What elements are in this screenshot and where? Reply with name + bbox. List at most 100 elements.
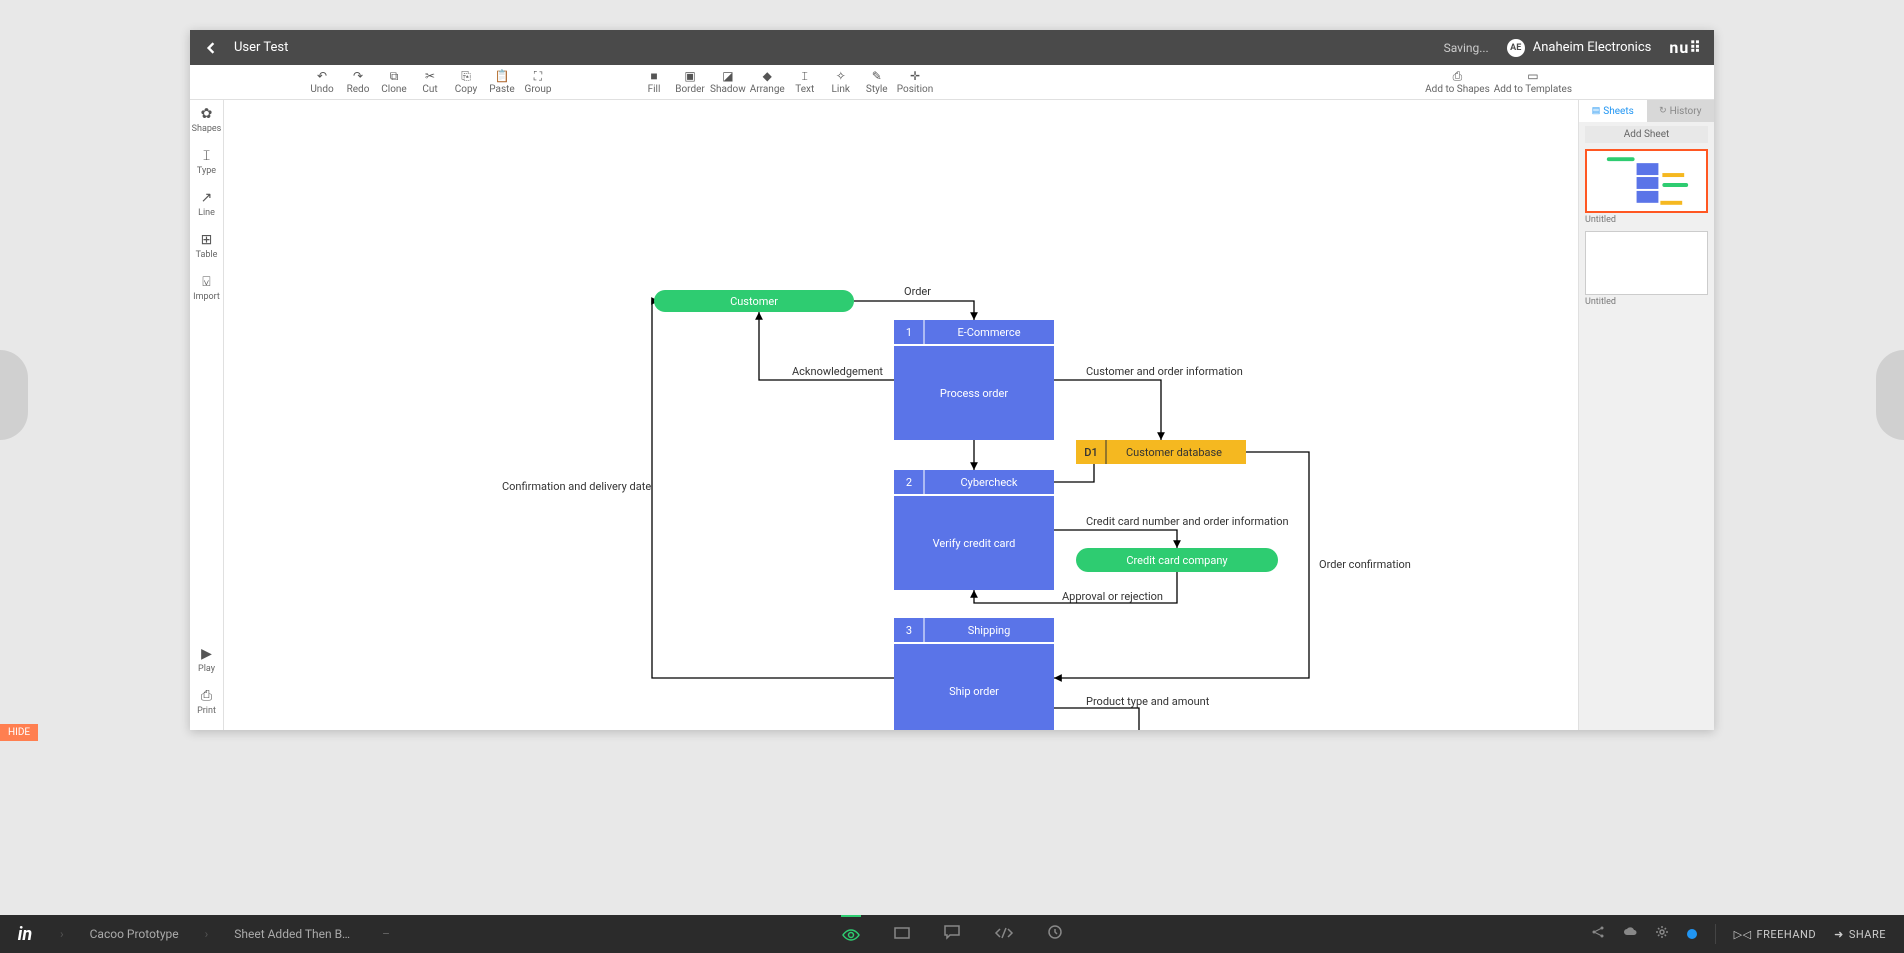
- arrange-button[interactable]: ◆Arrange: [748, 69, 787, 95]
- sheet-thumbnail-1[interactable]: [1585, 149, 1708, 213]
- fill-icon: ■: [650, 69, 657, 83]
- thumbnail-preview-icon: [1587, 151, 1706, 211]
- cut-icon: ✂: [425, 69, 435, 83]
- sidebar-line[interactable]: ↗Line: [190, 190, 223, 218]
- share-link-button[interactable]: [1591, 925, 1605, 943]
- edge-label: Credit card number and order information: [1086, 515, 1289, 528]
- invision-mode-switcher: [841, 915, 1063, 953]
- svg-text:E-Commerce: E-Commerce: [957, 326, 1020, 339]
- edge-label: Order confirmation: [1319, 558, 1411, 571]
- breadcrumb-screen[interactable]: Sheet Added Then B…: [218, 927, 366, 941]
- cut-button[interactable]: ✂Cut: [412, 69, 448, 95]
- sheet-1-label: Untitled: [1585, 215, 1708, 225]
- sidebar-type[interactable]: 𝙸Type: [190, 148, 223, 176]
- presence-indicator[interactable]: [1687, 929, 1697, 939]
- sidebar-print[interactable]: ⎙Print: [190, 688, 223, 716]
- sheets-icon: ▤: [1592, 106, 1601, 116]
- share-button[interactable]: ➜SHARE: [1834, 928, 1886, 941]
- freehand-button[interactable]: ▷◁FREEHAND: [1734, 928, 1816, 941]
- comment-mode-button[interactable]: [943, 924, 961, 944]
- sidebar-import[interactable]: ⍌Import: [190, 274, 223, 302]
- invision-bottom-bar: in › Cacoo Prototype › Sheet Added Then …: [0, 915, 1904, 953]
- svg-text:2: 2: [906, 476, 912, 489]
- copy-icon: ⎘: [461, 69, 471, 83]
- history-icon: ↻: [1659, 106, 1667, 116]
- arrange-icon: ◆: [763, 69, 772, 83]
- clone-button[interactable]: ⧉Clone: [376, 69, 412, 95]
- share-nodes-icon: [1591, 925, 1605, 939]
- fill-button[interactable]: ■Fill: [636, 69, 672, 95]
- invision-right-actions: ▷◁FREEHAND ➜SHARE: [1591, 924, 1904, 944]
- border-icon: ▣: [684, 69, 695, 83]
- node-datastore-d1[interactable]: D1 Customer database: [1076, 440, 1246, 464]
- add-to-shapes-button[interactable]: ⎙Add to Shapes: [1423, 69, 1492, 95]
- type-icon: 𝙸: [202, 148, 212, 164]
- link-icon: ✧: [836, 69, 846, 83]
- sheet-2-label: Untitled: [1585, 297, 1708, 307]
- shapes-icon: ✿: [201, 106, 213, 122]
- document-title: User Test: [234, 40, 288, 55]
- tab-history[interactable]: ↻History: [1647, 100, 1715, 122]
- org-avatar-icon: AE: [1507, 39, 1525, 57]
- sidebar-table[interactable]: ⊞Table: [190, 232, 223, 260]
- import-icon: ⍌: [202, 274, 210, 290]
- sheet-thumbnail-2[interactable]: [1585, 231, 1708, 295]
- app-logo: nu⠿: [1669, 38, 1702, 57]
- camera-icon: ⎙: [1453, 69, 1463, 83]
- undo-button[interactable]: ↶Undo: [304, 69, 340, 95]
- border-button[interactable]: ▣Border: [672, 69, 708, 95]
- inspect-mode-button[interactable]: [993, 925, 1015, 944]
- text-button[interactable]: 𝙸Text: [787, 69, 823, 95]
- shadow-button[interactable]: ◪Shadow: [708, 69, 748, 95]
- node-process-2[interactable]: 2 Cybercheck Verify credit card: [894, 470, 1054, 590]
- svg-text:Shipping: Shipping: [968, 624, 1011, 637]
- settings-button[interactable]: [1655, 925, 1669, 943]
- gear-icon: [1655, 925, 1669, 939]
- line-icon: ↗: [201, 190, 213, 206]
- arrow-right-icon: ➜: [1834, 928, 1844, 941]
- download-button[interactable]: [1623, 925, 1637, 943]
- paste-icon: 📋: [495, 69, 510, 83]
- svg-text:Customer database: Customer database: [1126, 446, 1222, 459]
- tab-sheets[interactable]: ▤Sheets: [1579, 100, 1647, 122]
- right-panel-tabs: ▤Sheets ↻History: [1579, 100, 1714, 122]
- breadcrumb-project[interactable]: Cacoo Prototype: [74, 927, 195, 941]
- frame-nub-right[interactable]: [1876, 350, 1904, 440]
- link-button[interactable]: ✧Link: [823, 69, 859, 95]
- edge-label: Customer and order information: [1086, 365, 1243, 378]
- group-icon: ⛶: [534, 69, 542, 83]
- group-button[interactable]: ⛶Group: [520, 69, 556, 95]
- add-sheet-button[interactable]: Add Sheet: [1585, 126, 1708, 143]
- svg-text:Credit card company: Credit card company: [1126, 554, 1228, 567]
- style-button[interactable]: ✎Style: [859, 69, 895, 95]
- edge-label: Confirmation and delivery date: [502, 480, 651, 493]
- diagram-app-window: User Test Saving... AE Anaheim Electroni…: [190, 30, 1714, 730]
- svg-text:3: 3: [906, 624, 912, 637]
- history-mode-button[interactable]: [1047, 924, 1063, 944]
- node-process-1[interactable]: 1 E-Commerce Process order: [894, 320, 1054, 440]
- edge-label: Approval or rejection: [1062, 590, 1163, 603]
- copy-button[interactable]: ⎘Copy: [448, 69, 484, 95]
- back-button[interactable]: [202, 39, 220, 57]
- sidebar-play[interactable]: ▶Play: [190, 646, 223, 674]
- position-icon: ✛: [910, 69, 920, 83]
- position-button[interactable]: ✛Position: [895, 69, 935, 95]
- org-name: Anaheim Electronics: [1533, 40, 1652, 55]
- redo-icon: ↷: [353, 69, 363, 83]
- toolbar: ↶Undo ↷Redo ⧉Clone ✂Cut ⎘Copy 📋Paste ⛶Gr…: [190, 65, 1714, 100]
- svg-text:Cybercheck: Cybercheck: [961, 476, 1018, 489]
- sidebar-shapes[interactable]: ✿Shapes: [190, 106, 223, 134]
- build-mode-button[interactable]: [893, 925, 911, 944]
- chevron-left-icon: [205, 42, 217, 54]
- hide-badge[interactable]: HIDE: [0, 724, 38, 741]
- preview-mode-button[interactable]: [841, 915, 861, 953]
- paste-button[interactable]: 📋Paste: [484, 69, 520, 95]
- org-display[interactable]: AE Anaheim Electronics: [1507, 39, 1652, 57]
- node-process-3[interactable]: 3 Shipping Ship order: [894, 618, 1054, 730]
- add-to-templates-button[interactable]: ▭Add to Templates: [1492, 69, 1574, 95]
- redo-button[interactable]: ↷Redo: [340, 69, 376, 95]
- diagram-canvas[interactable]: Order Acknowledgement Customer and order…: [224, 100, 1578, 730]
- invision-logo[interactable]: in: [0, 924, 50, 945]
- frame-nub-left[interactable]: [0, 350, 28, 440]
- node-customer-label: Customer: [730, 295, 778, 308]
